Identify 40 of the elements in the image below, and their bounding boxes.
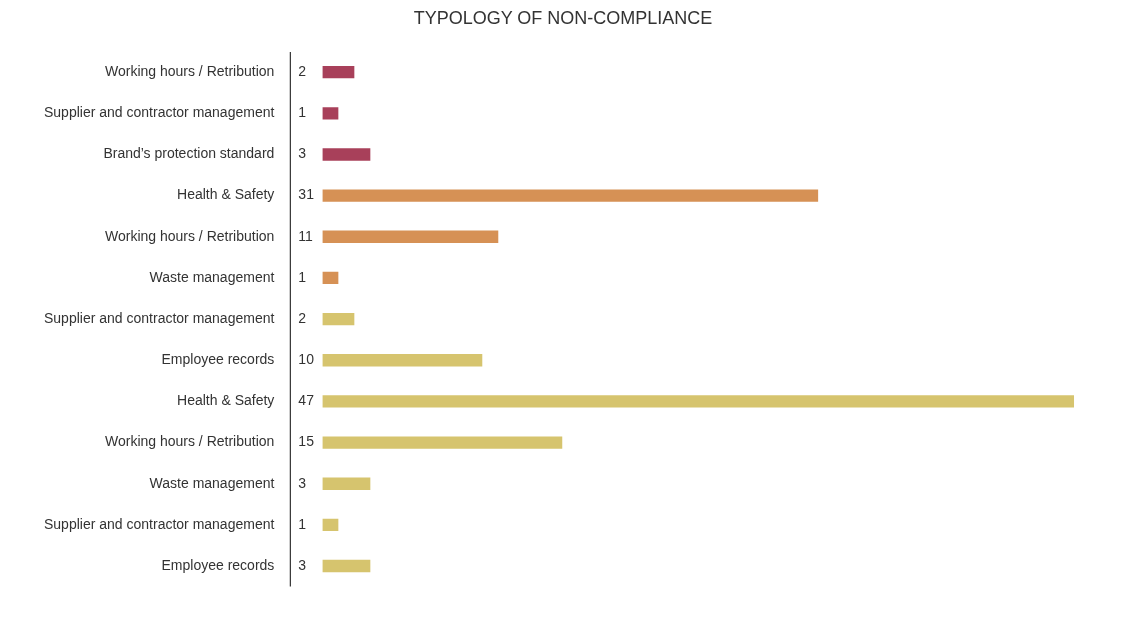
data-label: 3 (298, 474, 307, 491)
data-label: 47 (298, 392, 315, 409)
y-tick-label: Supplier and contractor management (44, 515, 275, 532)
y-tick-label: Health & Safety (177, 392, 275, 409)
bar (322, 312, 355, 326)
y-tick-label: Working hours / Retribution (104, 433, 275, 450)
bar (322, 518, 339, 532)
data-label: 31 (298, 186, 315, 203)
bar (322, 354, 483, 367)
y-tick-label: Supplier and contractor management (44, 309, 275, 326)
bar (322, 230, 499, 243)
chart-title: TYPOLOGY OF NON-COMPLIANCE (413, 7, 713, 28)
bar (322, 559, 371, 573)
bar (322, 477, 371, 490)
y-tick-label: Working hours / Retribution (104, 227, 275, 244)
bar (322, 395, 1075, 408)
data-label: 2 (298, 63, 307, 80)
data-label: 2 (298, 309, 307, 326)
data-label: 15 (298, 433, 315, 450)
y-tick-label: Employee records (161, 556, 275, 573)
bar (322, 436, 563, 449)
bar (322, 189, 819, 202)
data-label: 10 (298, 351, 315, 368)
data-label: 1 (298, 515, 307, 532)
y-tick-label: Supplier and contractor management (44, 104, 275, 121)
y-tick-label: Health & Safety (177, 186, 275, 203)
y-tick-label: Waste management (149, 268, 275, 285)
data-label: 1 (298, 268, 307, 285)
data-label: 11 (298, 227, 314, 244)
y-tick-label: Employee records (161, 351, 275, 368)
y-tick-label: Brand’s protection standard (103, 145, 275, 162)
bar (322, 107, 339, 120)
y-tick-label: Working hours / Retribution (104, 63, 275, 80)
bar (322, 271, 339, 285)
data-label: 3 (298, 145, 307, 162)
bar (322, 66, 355, 79)
data-label: 3 (298, 556, 307, 573)
y-tick-label: Waste management (149, 474, 275, 491)
data-label: 1 (298, 104, 307, 121)
bar (322, 148, 371, 161)
